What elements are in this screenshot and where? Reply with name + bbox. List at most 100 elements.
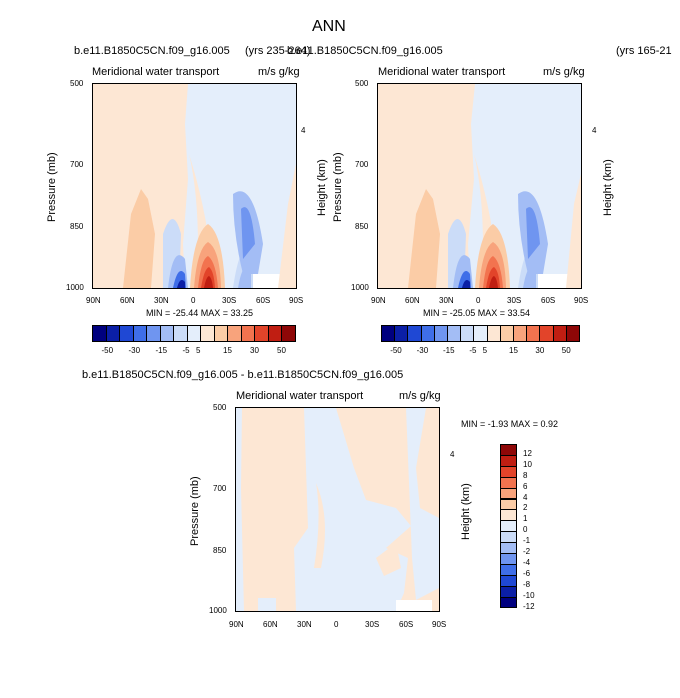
- panel2-colorbar-cell: [539, 325, 554, 342]
- panel3-xtick-30s: 30S: [365, 620, 380, 629]
- panel2-colorbar-label: -50: [390, 346, 402, 355]
- panel2-colorbar-cell: [433, 325, 448, 342]
- panel2-colorbar-label: 15: [509, 346, 518, 355]
- panel2-xtick-60s: 60S: [541, 296, 556, 305]
- panel3-xtick-60n: 60N: [263, 620, 278, 629]
- panel2-xtick-90n: 90N: [371, 296, 386, 305]
- panel1-colorbar-cell: [281, 325, 296, 342]
- panel1-colorbar-label: -15: [155, 346, 168, 355]
- panel3-colorbar-label: -8: [523, 579, 531, 589]
- panel3-ytick-1000: 1000: [209, 606, 227, 615]
- panel2-colorbar-label: -5: [469, 346, 477, 355]
- panel3-colorbar-label: 0: [523, 525, 528, 535]
- panel1-field: [93, 84, 296, 288]
- panel2-left-string: Meridional water transport: [378, 66, 506, 78]
- panel2-colorbar-label: 50: [561, 346, 571, 355]
- panel3-case-name: b.e11.B1850C5CN.f09_g16.005 - b.e11.B185…: [82, 369, 404, 381]
- panel1-xtick-90s: 90S: [289, 296, 304, 305]
- panel1-colorbar-cell: [267, 325, 282, 342]
- panel2-min-max: MIN = -25.05 MAX = 33.54: [423, 308, 531, 318]
- panel2-right-string: m/s g/kg: [543, 66, 585, 78]
- panel1-colorbar-cell: [240, 325, 255, 342]
- panel2-colorbar-cell: [447, 325, 462, 342]
- panel3-ytick-850: 850: [213, 546, 227, 555]
- panel2-ytick-500: 500: [355, 79, 369, 88]
- panel3-y2tick: 4: [450, 450, 455, 459]
- panel1-xtick-30s: 30S: [222, 296, 237, 305]
- panel2-colorbar-cell: [565, 325, 580, 342]
- panel1-y2tick: 4: [301, 126, 306, 135]
- panel1-colorbar-cell: [146, 325, 161, 342]
- panel2-xtick-90s: 90S: [574, 296, 589, 305]
- panel2-xtick-60n: 60N: [405, 296, 420, 305]
- panel3-colorbar-label: 6: [523, 481, 528, 491]
- panel1-colorbar-label: 50: [277, 346, 286, 355]
- panel2-colorbar-cell: [526, 325, 541, 342]
- panel1-min-max: MIN = -25.44 MAX = 33.25: [146, 308, 254, 318]
- panel3-xtick-90n: 90N: [229, 620, 244, 629]
- panel2-xtick-0: 0: [476, 296, 481, 305]
- panel1-colorbar-cell: [254, 325, 269, 342]
- panel2-ytick-850: 850: [355, 222, 369, 231]
- panel3-colorbar-label: -10: [523, 590, 535, 600]
- panel1-right-string: m/s g/kg: [258, 66, 300, 78]
- panel1-colorbar-cell: [92, 325, 107, 342]
- panel1-xtick-60s: 60S: [256, 296, 271, 305]
- panel3-left-string: Meridional water transport: [236, 390, 364, 402]
- panel1-colorbar-cell: [119, 325, 134, 342]
- panel3-ytick-500: 500: [213, 403, 227, 412]
- panel3-colorbar-label: 4: [523, 492, 528, 502]
- panel1-colorbar-cell: [132, 325, 147, 342]
- panel3-xtick-90s: 90S: [432, 620, 447, 629]
- panel2-y2tick: 4: [592, 126, 597, 135]
- panel3-ylabel: Pressure (mb): [189, 476, 201, 546]
- panel1-left-string: Meridional water transport: [92, 66, 220, 78]
- panel2-colorbar-label: -15: [443, 346, 455, 355]
- panel2-colorbar-label: 30: [535, 346, 545, 355]
- panel2-colorbar-cell: [499, 325, 514, 342]
- panel1-plot-area: [92, 83, 297, 289]
- panel1-colorbar-cell: [213, 325, 228, 342]
- panel2-colorbar-cell: [473, 325, 488, 342]
- panel3-colorbar-label: -6: [523, 568, 531, 578]
- panel1-ytick-1000: 1000: [66, 283, 84, 292]
- panel2-xtick-30n: 30N: [439, 296, 454, 305]
- panel2-colorbar-cell: [381, 325, 396, 342]
- panel1-ytick-500: 500: [70, 79, 84, 88]
- panel2-colorbar-label: 5: [482, 346, 488, 355]
- panel3-colorbar-label: -2: [523, 547, 531, 556]
- panel1-ytick-700: 700: [70, 160, 84, 169]
- panel3-colorbar-cell: [500, 596, 517, 609]
- panel2-colorbar-cell: [394, 325, 409, 342]
- panel3-colorbar-label: 1: [523, 514, 528, 524]
- panel2-ytick-700: 700: [355, 160, 369, 169]
- panel2-colorbar-cell: [552, 325, 567, 342]
- panel2-ytick-1000: 1000: [351, 283, 369, 292]
- panel1-xtick-60n: 60N: [120, 296, 135, 305]
- panel3-min-max: MIN = -1.93 MAX = 0.92: [461, 419, 559, 429]
- panel1-ylabel: Pressure (mb): [46, 152, 58, 222]
- panel1-colorbar-label: 15: [223, 346, 232, 355]
- panel3-xtick-0: 0: [334, 620, 339, 629]
- panel1-colorbar-label: -30: [128, 346, 141, 355]
- panel1-xtick-30n: 30N: [154, 296, 169, 305]
- panel1-xtick-0: 0: [191, 296, 196, 305]
- figure-title: ANN: [312, 18, 346, 35]
- panel2-years: (yrs 165-21: [616, 45, 672, 57]
- panel3-field: [236, 408, 439, 611]
- panel2-plot-area: [377, 83, 582, 289]
- panel1-colorbar-cell: [105, 325, 120, 342]
- panel2-colorbar-cell: [486, 325, 501, 342]
- panel2-colorbar-cell: [460, 325, 475, 342]
- panel2-y2label: Height (km): [602, 159, 614, 216]
- panel1-colorbar-cell: [227, 325, 242, 342]
- panel1-colorbar-label: 5: [196, 346, 201, 355]
- panel3-ytick-700: 700: [213, 484, 227, 493]
- panel3-colorbar-label: 12: [523, 448, 532, 458]
- panel1-colorbar-label: -5: [182, 346, 190, 355]
- panel3-plot-area: [235, 407, 440, 612]
- panel3-colorbar-label: -12: [523, 601, 535, 611]
- panel3-colorbar-label: -1: [523, 536, 531, 546]
- panel1-years: (yrs 235-264): [245, 45, 311, 57]
- panel3-colorbar-label: 10: [523, 459, 532, 469]
